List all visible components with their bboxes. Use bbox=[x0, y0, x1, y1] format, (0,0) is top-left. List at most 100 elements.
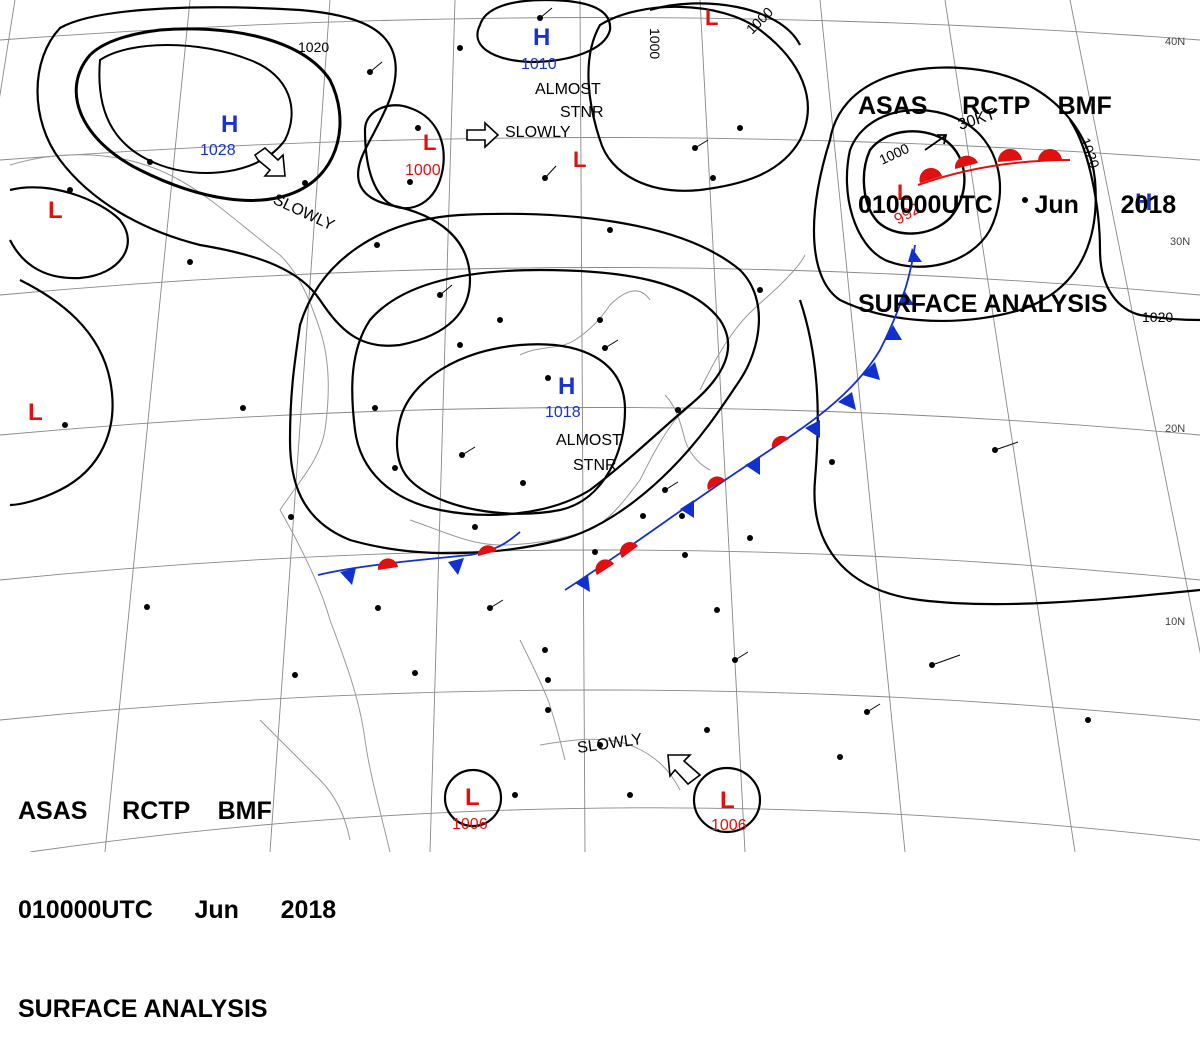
station-dot bbox=[737, 125, 743, 131]
isobar-typhoon-inner bbox=[862, 130, 966, 235]
wind-barb bbox=[604, 339, 619, 349]
warm-front-bump bbox=[919, 167, 942, 183]
low-symbol: L bbox=[48, 197, 63, 224]
wind-barb bbox=[664, 481, 679, 491]
coastline-korea bbox=[519, 290, 651, 356]
warm-front-bump bbox=[620, 542, 638, 558]
low-center-top: L bbox=[705, 5, 718, 30]
low-pressure-value: 1000 bbox=[405, 162, 441, 179]
low-symbol: L bbox=[897, 180, 910, 205]
header-line-1: ASAS RCTP BMF bbox=[18, 797, 272, 825]
warm-front-bump bbox=[1038, 149, 1062, 161]
station-dot bbox=[714, 607, 720, 613]
station-dot bbox=[412, 670, 418, 676]
station-dot bbox=[747, 535, 753, 541]
wind-barb bbox=[734, 651, 749, 661]
station-dot bbox=[497, 317, 503, 323]
station-dot bbox=[392, 465, 398, 471]
high-center-east: H bbox=[1135, 189, 1152, 216]
low-symbol: L bbox=[705, 5, 718, 30]
wind-barb bbox=[994, 441, 1019, 451]
warm-front-bump bbox=[954, 155, 978, 169]
warm-front-bump bbox=[707, 476, 725, 490]
lat-line-15n bbox=[0, 549, 1200, 581]
header-line-2: 010000UTC Jun 2018 bbox=[18, 896, 337, 924]
wind-barb bbox=[489, 599, 504, 609]
wind-barb bbox=[931, 654, 961, 666]
station-dot bbox=[545, 707, 551, 713]
latitude-labels: 40N 30N 20N 10N bbox=[1165, 36, 1190, 628]
station-dot bbox=[292, 672, 298, 678]
lat-line-20n bbox=[0, 407, 1200, 436]
arrow-slowly-bottom bbox=[667, 754, 702, 786]
high-center-central: H 1018 bbox=[545, 373, 581, 421]
coastline-malaysia bbox=[259, 719, 351, 841]
station-dot bbox=[542, 647, 548, 653]
low-center-mid2: L bbox=[573, 147, 586, 172]
isobar-label-1020-se: 1020 bbox=[1142, 309, 1173, 325]
lat-label-20n: 20N bbox=[1165, 423, 1185, 435]
high-center-north: H 1010 bbox=[521, 24, 557, 73]
arrow-slowly-west-high bbox=[253, 146, 286, 177]
station-dot bbox=[640, 513, 646, 519]
isobar-1016-outer bbox=[288, 212, 760, 555]
isobar-1024-inner bbox=[98, 44, 293, 174]
almost-stnr-center-line2: STNR bbox=[573, 457, 617, 474]
lon-line-2 bbox=[104, 0, 191, 852]
map-header-top-right: ASAS RCTP BMF 010000UTC Jun 2018 SURFACE… bbox=[858, 24, 1176, 354]
station-dot bbox=[144, 604, 150, 610]
isobar-label-1000-top: 1000 bbox=[647, 28, 663, 59]
low-center-west: L bbox=[28, 399, 43, 426]
station-dot bbox=[757, 287, 763, 293]
lat-line-30n bbox=[0, 267, 1200, 296]
high-pressure-value: 1028 bbox=[200, 142, 236, 159]
low-pressure-value: 1006 bbox=[711, 817, 747, 834]
station-dot bbox=[837, 754, 843, 760]
coastline-indochina bbox=[279, 509, 391, 852]
low-center-mid: L 1000 bbox=[405, 130, 441, 179]
low-center-farwest: L bbox=[48, 197, 63, 224]
isobar-1000-top-arc bbox=[649, 2, 801, 46]
slowly-top-label: SLOWLY bbox=[505, 124, 571, 141]
lat-line-5n bbox=[29, 807, 1200, 852]
cold-front-tooth bbox=[862, 362, 880, 380]
low-symbol: L bbox=[573, 147, 586, 172]
warm-front-bump bbox=[377, 558, 398, 570]
isobar-west bbox=[9, 279, 114, 507]
station-dot bbox=[679, 513, 685, 519]
lat-label-10n: 10N bbox=[1165, 616, 1185, 628]
station-dot bbox=[472, 524, 478, 530]
station-dot bbox=[415, 125, 421, 131]
isobar-1020-east bbox=[1069, 119, 1200, 322]
isobar-typhoon-1004 bbox=[812, 66, 1097, 322]
warm-front-bump bbox=[477, 545, 497, 556]
high-pressure-value: 1018 bbox=[545, 404, 581, 421]
high-pressure-value: 1010 bbox=[521, 56, 557, 73]
cold-front-tooth bbox=[805, 420, 820, 438]
isobar-typhoon-1000 bbox=[845, 108, 1002, 268]
station-dot bbox=[520, 480, 526, 486]
high-center-west: H 1028 bbox=[200, 111, 238, 159]
isobar-1020-inner bbox=[351, 268, 730, 516]
station-dot bbox=[1085, 717, 1091, 723]
cold-front-tooth bbox=[448, 558, 464, 575]
isobar-low-sw bbox=[443, 768, 503, 828]
lon-line-9 bbox=[1069, 0, 1200, 654]
map-header-bottom-left: ASAS RCTP BMF 010000UTC Jun 2018 SURFACE… bbox=[18, 729, 336, 1059]
isobar-1012-east bbox=[798, 299, 1200, 606]
station-dot bbox=[147, 159, 153, 165]
coastline-philippines bbox=[519, 639, 566, 761]
stationary-front-west bbox=[317, 531, 521, 585]
lat-line-10n bbox=[0, 689, 1200, 721]
station-dot bbox=[372, 405, 378, 411]
wind-barb bbox=[539, 7, 553, 19]
isobar-1028-region bbox=[74, 27, 342, 202]
header-line-3: SURFACE ANALYSIS bbox=[858, 290, 1108, 318]
station-dot bbox=[1022, 197, 1028, 203]
low-pressure-value: 1006 bbox=[452, 816, 488, 833]
low-symbol: L bbox=[28, 399, 43, 426]
station-dot bbox=[829, 459, 835, 465]
cold-front-tooth bbox=[575, 574, 590, 592]
lat-label-40n: 40N bbox=[1165, 36, 1185, 48]
lon-line-8 bbox=[944, 0, 1076, 852]
